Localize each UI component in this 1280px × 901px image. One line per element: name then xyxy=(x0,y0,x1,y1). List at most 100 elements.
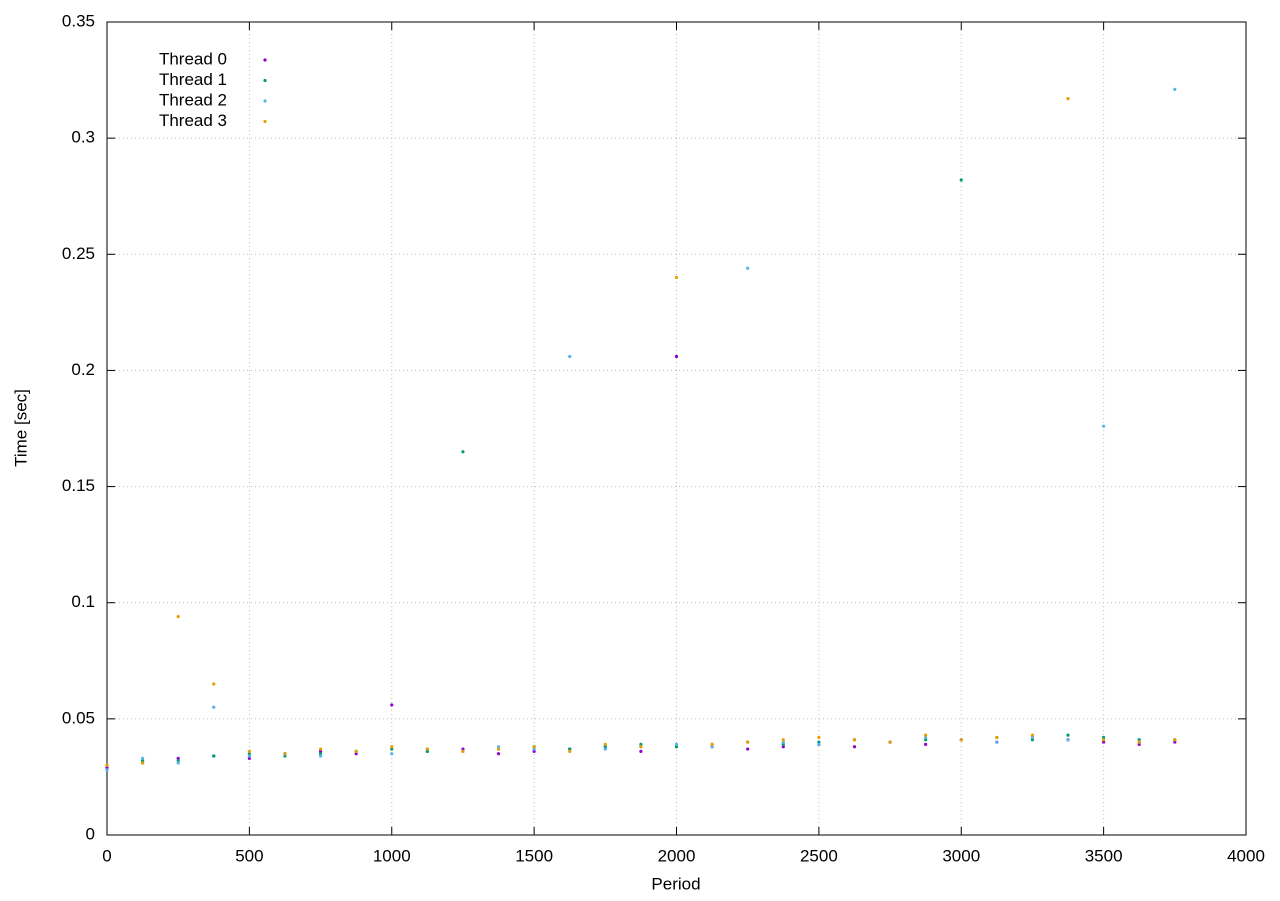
data-point xyxy=(817,742,821,747)
data-point xyxy=(1066,738,1070,742)
data-point xyxy=(1102,424,1106,428)
data-point xyxy=(140,756,145,760)
data-point xyxy=(1173,738,1177,742)
y-tick-label: 0.35 xyxy=(62,11,95,30)
x-tick-label: 2000 xyxy=(658,846,696,865)
data-point xyxy=(924,733,928,737)
data-point xyxy=(318,747,323,751)
data-point xyxy=(674,354,679,359)
data-point xyxy=(710,745,714,749)
data-point xyxy=(674,745,679,749)
data-point xyxy=(1066,733,1070,737)
data-point xyxy=(318,749,323,753)
data-point xyxy=(1066,97,1070,101)
data-point xyxy=(568,747,572,751)
data-point xyxy=(532,745,536,749)
data-point xyxy=(639,742,643,747)
data-point xyxy=(140,761,145,765)
y-tick-label: 0.25 xyxy=(62,244,95,263)
data-point xyxy=(354,749,358,753)
data-point xyxy=(1102,735,1106,740)
data-point xyxy=(603,747,607,751)
data-point xyxy=(283,754,287,758)
data-point xyxy=(746,266,750,270)
data-point xyxy=(817,740,821,744)
y-tick-label: 0.3 xyxy=(71,128,95,147)
data-point xyxy=(247,754,251,758)
data-point xyxy=(781,740,785,744)
data-point xyxy=(746,747,750,751)
data-point xyxy=(354,752,358,756)
data-point xyxy=(603,745,607,749)
legend-label: Thread 2 xyxy=(159,90,227,109)
data-point xyxy=(603,742,607,747)
data-point xyxy=(888,740,892,744)
data-point xyxy=(639,749,643,753)
data-point xyxy=(924,735,928,740)
data-point xyxy=(247,752,251,756)
data-point xyxy=(1173,740,1177,744)
data-point xyxy=(674,742,679,747)
legend-marker xyxy=(263,119,267,124)
legend-marker xyxy=(263,58,267,62)
data-point xyxy=(105,766,109,770)
data-point xyxy=(176,756,180,760)
y-tick-label: 0.05 xyxy=(62,708,95,727)
data-point xyxy=(746,740,750,744)
y-tick-label: 0.15 xyxy=(62,476,95,495)
x-tick-label: 1000 xyxy=(373,846,411,865)
y-tick-label: 0 xyxy=(86,824,95,843)
data-point xyxy=(461,747,465,751)
legend-label: Thread 0 xyxy=(159,49,227,68)
data-point xyxy=(318,752,323,756)
data-point xyxy=(995,740,999,744)
data-point xyxy=(318,754,323,758)
data-point xyxy=(461,749,465,753)
x-tick-label: 3000 xyxy=(942,846,980,865)
data-point xyxy=(817,735,821,740)
data-point xyxy=(425,747,429,751)
x-axis-label: Period xyxy=(651,874,700,893)
data-point xyxy=(568,749,572,753)
data-point xyxy=(781,745,785,749)
legend-label: Thread 1 xyxy=(159,70,227,89)
data-point xyxy=(532,747,536,751)
y-axis-label: Time [sec] xyxy=(11,389,30,467)
data-point xyxy=(212,682,216,686)
data-point xyxy=(283,752,287,756)
data-point xyxy=(781,742,785,747)
data-point xyxy=(1137,738,1141,742)
data-point xyxy=(1030,733,1035,737)
data-point xyxy=(247,749,251,753)
data-point xyxy=(1102,738,1106,742)
data-point xyxy=(390,703,394,707)
data-point xyxy=(1137,742,1141,747)
data-point xyxy=(496,745,501,749)
data-point xyxy=(674,275,679,280)
data-point xyxy=(461,450,465,454)
plot-frame xyxy=(106,21,1247,836)
y-tick-label: 0.1 xyxy=(71,592,95,611)
legend-marker xyxy=(263,78,267,83)
data-point xyxy=(959,738,963,742)
data-point xyxy=(924,738,928,742)
data-point xyxy=(710,742,714,747)
y-tick-label: 0.2 xyxy=(71,360,95,379)
x-tick-label: 1500 xyxy=(515,846,553,865)
data-point xyxy=(852,738,857,742)
data-point xyxy=(532,749,536,753)
data-point xyxy=(390,752,394,756)
data-point xyxy=(212,754,216,758)
data-point xyxy=(425,749,429,753)
data-point xyxy=(176,615,180,619)
data-point xyxy=(247,756,251,760)
data-point xyxy=(496,752,501,756)
data-point xyxy=(1137,740,1141,744)
legend-marker xyxy=(263,99,267,103)
data-point xyxy=(959,178,963,182)
data-point xyxy=(105,768,109,772)
data-point xyxy=(390,745,394,749)
data-point xyxy=(1102,740,1106,744)
x-tick-label: 0 xyxy=(102,846,111,865)
